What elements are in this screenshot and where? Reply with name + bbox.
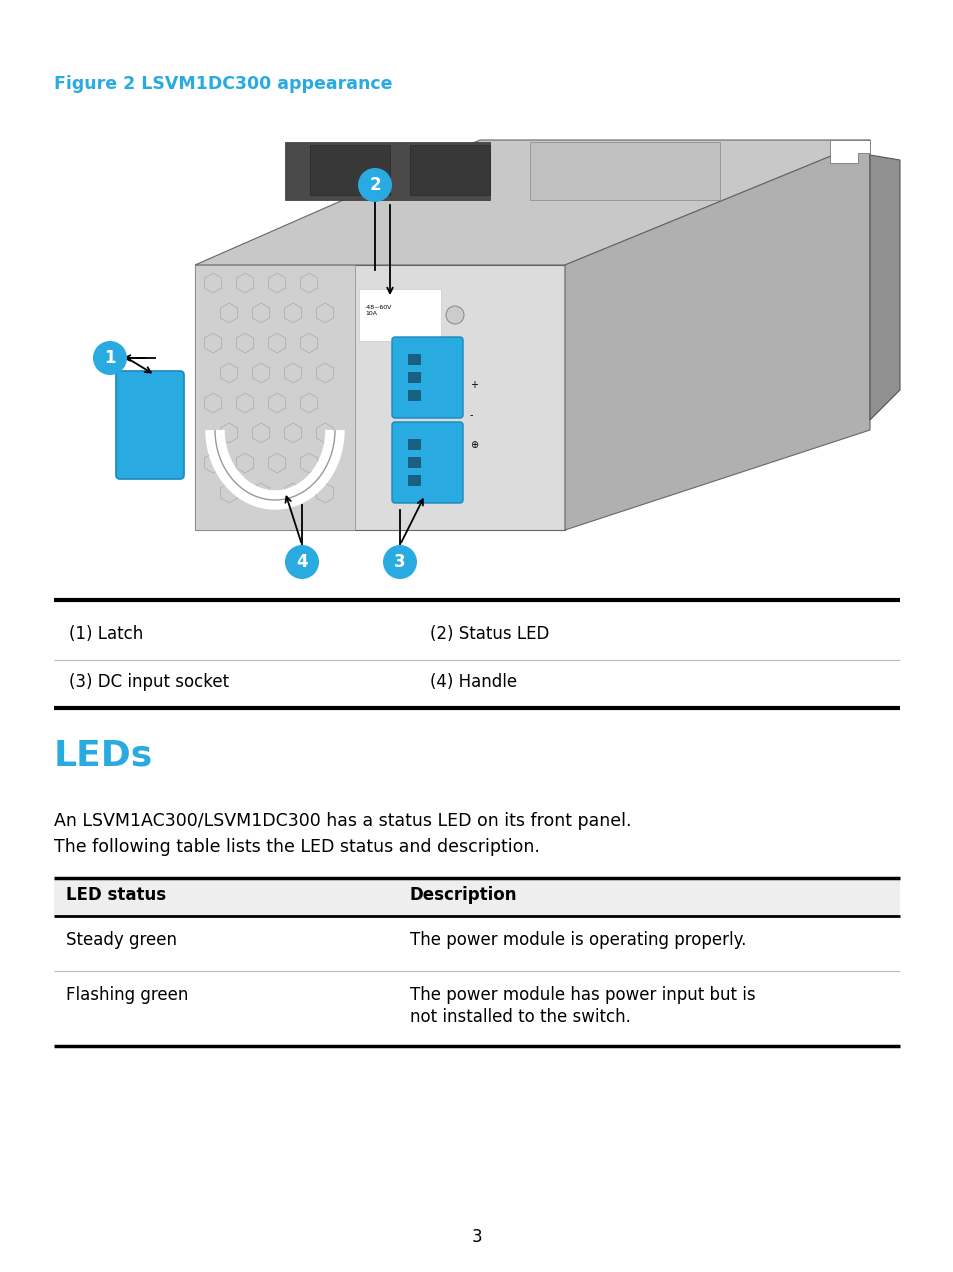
Text: 3: 3	[471, 1227, 482, 1247]
Polygon shape	[194, 140, 869, 265]
Circle shape	[92, 341, 127, 375]
Circle shape	[357, 168, 392, 202]
Circle shape	[382, 544, 416, 579]
FancyBboxPatch shape	[408, 474, 419, 485]
Polygon shape	[829, 140, 869, 163]
Text: Flashing green: Flashing green	[66, 986, 188, 1004]
Polygon shape	[564, 140, 869, 530]
Polygon shape	[410, 145, 490, 195]
Text: 3: 3	[394, 553, 405, 571]
FancyBboxPatch shape	[408, 391, 419, 399]
Text: (1) Latch: (1) Latch	[69, 625, 143, 644]
Text: not installed to the switch.: not installed to the switch.	[410, 1007, 630, 1027]
Text: Description: Description	[410, 887, 517, 904]
Polygon shape	[194, 265, 564, 530]
Text: 1: 1	[104, 349, 115, 368]
Polygon shape	[530, 142, 720, 200]
Polygon shape	[194, 265, 355, 530]
Polygon shape	[310, 145, 390, 195]
FancyBboxPatch shape	[408, 439, 419, 449]
FancyBboxPatch shape	[116, 371, 184, 480]
Text: The power module is operating properly.: The power module is operating properly.	[410, 931, 745, 949]
FancyBboxPatch shape	[358, 289, 440, 341]
Text: -48~60V
10A: -48~60V 10A	[365, 305, 392, 315]
Text: The power module has power input but is: The power module has power input but is	[410, 986, 755, 1004]
Text: 4: 4	[295, 553, 308, 571]
Polygon shape	[285, 142, 490, 200]
Text: (2) Status LED: (2) Status LED	[430, 625, 549, 644]
Text: Figure 2 LSVM1DC300 appearance: Figure 2 LSVM1DC300 appearance	[54, 75, 392, 93]
Text: An LSVM1AC300/LSVM1DC300 has a status LED on its front panel.: An LSVM1AC300/LSVM1DC300 has a status LE…	[54, 812, 631, 831]
Text: LED status: LED status	[66, 887, 166, 904]
FancyBboxPatch shape	[408, 371, 419, 382]
FancyBboxPatch shape	[408, 457, 419, 467]
Text: (4) Handle: (4) Handle	[430, 673, 517, 691]
Text: LEDs: LEDs	[54, 738, 153, 772]
FancyBboxPatch shape	[392, 422, 462, 502]
Text: ⊕: ⊕	[470, 440, 477, 450]
FancyBboxPatch shape	[408, 354, 419, 364]
Text: The following table lists the LED status and description.: The following table lists the LED status…	[54, 838, 539, 856]
Text: 2: 2	[369, 176, 380, 195]
Circle shape	[446, 307, 463, 324]
Polygon shape	[869, 155, 899, 420]
Text: -: -	[470, 410, 473, 420]
Text: Steady green: Steady green	[66, 931, 177, 949]
Circle shape	[285, 544, 318, 579]
FancyBboxPatch shape	[54, 878, 899, 916]
Text: (3) DC input socket: (3) DC input socket	[69, 673, 229, 691]
Text: +: +	[470, 380, 477, 391]
FancyBboxPatch shape	[392, 337, 462, 418]
